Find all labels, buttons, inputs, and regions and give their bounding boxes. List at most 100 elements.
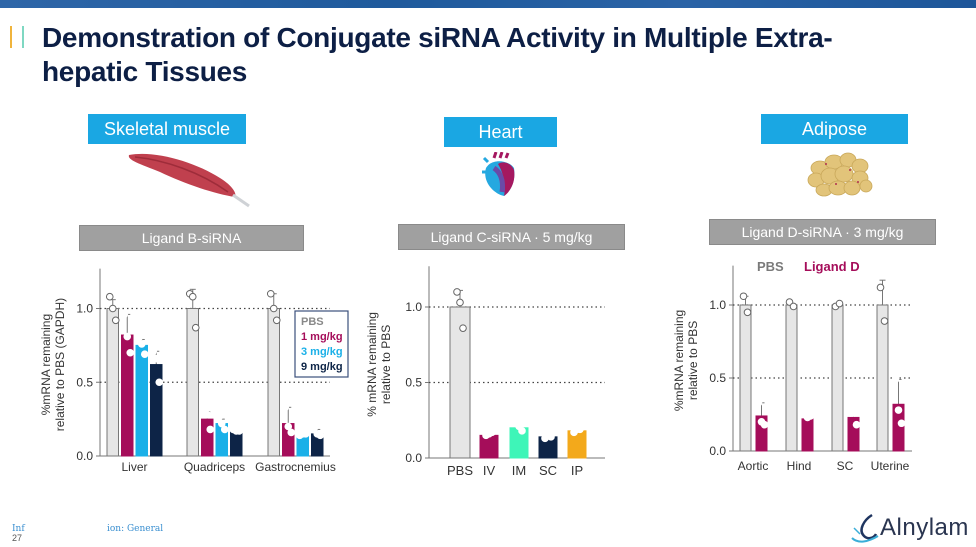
y-tick-label: 0.5 <box>405 376 422 390</box>
x-tick-label: IM <box>512 463 526 478</box>
x-tick-label: Liver <box>121 460 147 474</box>
page-title: Demonstration of Conjugate siRNA Activit… <box>42 21 942 89</box>
x-tick-label: Quadriceps <box>184 460 245 474</box>
x-tick-label: Gastrocnemius <box>255 460 336 474</box>
data-point <box>456 298 464 307</box>
footer-classification-left: Inf <box>12 524 25 534</box>
ligand-label-d: Ligand D-siRNA · 3 mg/kg <box>709 219 936 245</box>
data-point <box>126 348 135 357</box>
data-point <box>806 412 815 420</box>
title-line-1: Demonstration of Conjugate siRNA Activit… <box>42 22 833 53</box>
x-tick-label: SC <box>539 463 557 478</box>
bar <box>892 403 905 452</box>
tissue-label-heart: Heart <box>444 117 557 147</box>
x-tick-label: PBS <box>447 463 473 478</box>
bar <box>150 364 163 457</box>
bar <box>267 308 280 457</box>
data-point <box>310 424 319 432</box>
data-point <box>188 292 197 301</box>
data-point <box>849 409 858 417</box>
legend-box <box>294 310 349 378</box>
data-point <box>120 310 129 319</box>
ligand-label-b: Ligand B-siRNA <box>79 225 304 251</box>
data-point <box>880 317 889 325</box>
x-tick-label: Hind <box>787 459 812 473</box>
bar <box>801 418 814 452</box>
footer-classification-right: ion: General <box>107 524 164 534</box>
data-point <box>134 334 143 342</box>
legend-entry: 3 mg/kg <box>301 346 343 358</box>
data-point <box>576 425 584 434</box>
data-point <box>876 283 885 292</box>
data-point <box>203 410 212 419</box>
y-tick-label: 1.0 <box>76 302 93 316</box>
data-point <box>137 340 146 348</box>
data-point <box>897 419 906 428</box>
y-tick-label: 0.0 <box>405 451 422 465</box>
y-tick-label: 0.5 <box>709 371 726 385</box>
data-point <box>140 350 149 359</box>
data-point <box>105 292 114 301</box>
y-axis-label-line1: % mRNA remaining <box>365 312 379 417</box>
heart-icon <box>482 152 515 196</box>
data-point <box>269 304 278 313</box>
alnylam-logo-icon <box>851 513 879 543</box>
chart-adipose: 0.0 0.5 1.0 %mRNA remaining relative to PBS A… <box>672 259 912 473</box>
title-line-2: hepatic Tissues <box>42 56 248 87</box>
accent-bar-teal <box>22 26 24 48</box>
x-tick-label: IP <box>571 463 583 478</box>
data-point <box>316 431 325 440</box>
data-point <box>488 428 496 437</box>
x-tick-label: Uterine <box>871 459 910 473</box>
data-point <box>459 324 467 332</box>
top-banner <box>0 0 976 8</box>
data-point <box>760 420 769 429</box>
tissue-label-adipose: Adipose <box>761 114 908 144</box>
y-axis-label-line1: %mRNA remaining <box>672 310 686 411</box>
bar <box>785 304 798 452</box>
bar <box>567 430 587 459</box>
y-tick-label: 0.0 <box>709 444 726 458</box>
adipose-icon <box>807 152 873 197</box>
data-point <box>852 420 861 429</box>
bar <box>831 304 844 452</box>
data-point <box>891 375 900 384</box>
data-point <box>191 323 200 332</box>
data-point <box>894 406 903 414</box>
data-point <box>149 347 158 356</box>
y-axis-label-line2: relative to PBS <box>379 325 393 404</box>
data-point <box>123 332 132 341</box>
data-point <box>266 289 275 298</box>
y-tick-label: 0.5 <box>76 375 93 389</box>
bar <box>106 308 119 457</box>
legend-entry-ligand-d: Ligand D <box>804 259 860 274</box>
data-point <box>518 427 526 435</box>
legend-entry-pbs: PBS <box>757 259 784 274</box>
legend-entry: 1 mg/kg <box>301 331 343 343</box>
y-axis-label-line2: relative to PBS <box>686 321 700 400</box>
x-tick-label: Aortic <box>738 459 769 473</box>
data-point <box>287 428 296 437</box>
y-tick-label: 1.0 <box>709 298 726 312</box>
chart-skeletal-muscle: 0.0 0.5 1.0 %mRNA remaining relative to PBS … <box>39 268 349 474</box>
alnylam-logo-text: Alnylam <box>880 514 969 541</box>
data-point <box>739 292 748 301</box>
muscle-icon <box>128 153 250 208</box>
chart-heart: 0.0 0.5 1.0 % mRNA remaining relative to PBS… <box>365 266 605 478</box>
bar <box>876 304 889 452</box>
data-point <box>152 354 161 363</box>
data-point <box>235 427 244 435</box>
data-point <box>453 288 461 296</box>
x-tick-label: SC <box>837 459 854 473</box>
data-point <box>217 419 226 428</box>
x-tick-label: IV <box>483 463 496 478</box>
data-point <box>108 304 117 313</box>
y-tick-label: 0.0 <box>76 449 93 463</box>
data-point <box>301 430 310 438</box>
bar <box>201 418 214 457</box>
bar <box>479 434 499 459</box>
bar <box>739 304 752 452</box>
accent-bar-orange <box>10 26 12 48</box>
data-point <box>754 399 763 407</box>
bar <box>449 306 471 459</box>
